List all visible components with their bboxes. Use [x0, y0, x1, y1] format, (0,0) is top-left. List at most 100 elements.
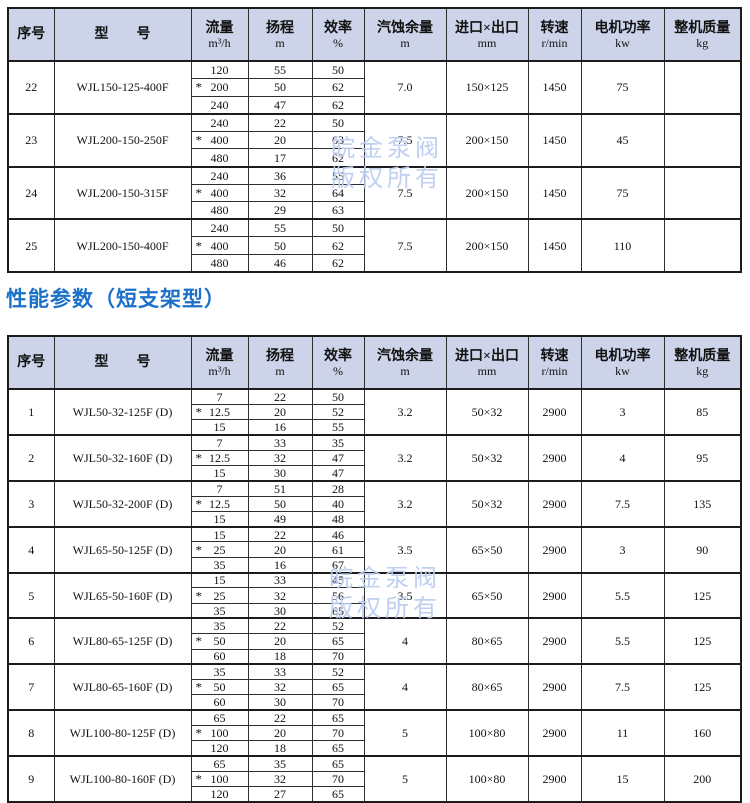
cell-flow: 15: [190, 571, 249, 589]
pump-row-sub: 25 WJL200-150-400F 240 55 50 7.5 200×150 1450 11…: [7, 218, 742, 273]
header-row: 序号型 号流量 m³/h 扬程 m 效率% 汽蚀余量 m 进口×出口 mm 转速 r/min 电机功率…: [7, 7, 742, 62]
pump-row-sub: 60 18 70: [8, 648, 741, 665]
cell-row-no: 24: [7, 165, 55, 220]
cell-eff: 47: [311, 464, 365, 482]
cell-eff: 55: [311, 419, 365, 436]
flow-value: 15: [213, 511, 226, 526]
pump-row-sub: 120 18 65: [8, 740, 741, 757]
col-label: 进口×出口: [455, 348, 519, 364]
flow-value: 60: [213, 695, 226, 710]
cell-eff: 70: [311, 648, 365, 665]
cell-speed: 1450: [527, 112, 582, 168]
cell-flow: * 12.5: [190, 403, 249, 421]
cell-power: 11: [580, 709, 665, 757]
flow-value: 15: [213, 419, 226, 434]
cell-head: 32: [247, 770, 313, 788]
cell-row-no: 2: [7, 433, 55, 482]
cell-head: 35: [247, 755, 313, 772]
cell-eff: 50: [311, 60, 365, 80]
pump-row-sub: 6 WJL80-65-125F (D) 35 22 52 4 80×65 2900 5.5 125: [7, 617, 742, 665]
flow-value: 12.5: [209, 450, 230, 465]
col-unit: m: [275, 363, 285, 378]
cell-row-no: 22: [7, 60, 55, 115]
cell-power: 75: [580, 60, 665, 115]
flow-value: 15: [213, 527, 226, 542]
cell-model: WJL100-80-125F (D): [53, 709, 192, 757]
flow-value: 240: [210, 221, 229, 236]
cell-row-no: 23: [7, 112, 55, 168]
cell-npsh: 7.5: [363, 218, 447, 273]
cell-flow: * 50: [190, 679, 249, 696]
table-body: 22 WJL150-125-400F 120 55 50 7.0 150×125 1450 75…: [7, 60, 742, 273]
cell-eff: 50: [311, 112, 365, 132]
cell-flow: 60: [190, 648, 249, 665]
col-label: 电机功率: [594, 348, 651, 364]
cell-weight: 90: [663, 525, 742, 574]
cell-eff: 63: [311, 201, 365, 220]
cell-eff: 62: [311, 236, 365, 256]
col-unit: %: [333, 363, 343, 378]
flow-value: 200: [210, 80, 229, 95]
cell-speed: 2900: [527, 479, 582, 528]
flow-value: 65: [213, 757, 226, 772]
cell-head: 30: [247, 694, 313, 711]
cell-speed: 1450: [527, 218, 582, 273]
rated-point-asterisk: *: [195, 633, 203, 649]
cell-flow: * 12.5: [190, 495, 249, 512]
cell-row-no: 9: [7, 755, 55, 803]
col-header-npsh: 汽蚀余量 m: [363, 335, 447, 390]
cell-npsh: 3.2: [363, 388, 447, 436]
cell-row-no: 1: [7, 388, 55, 436]
cell-eff: 52: [311, 663, 365, 681]
col-label: 流量: [205, 20, 234, 36]
cell-flow: 15: [190, 419, 249, 436]
cell-ports: 100×80: [445, 709, 529, 757]
cell-flow: 7: [190, 479, 249, 497]
col-header-speed: 转速 r/min: [527, 7, 582, 62]
rated-point-asterisk: *: [195, 404, 203, 420]
cell-power: 5.5: [580, 617, 665, 665]
cell-row-no: 3: [7, 479, 55, 528]
flow-value: 480: [210, 150, 229, 165]
cell-flow: * 400: [190, 236, 249, 256]
pump-row-sub: 1 WJL50-32-125F (D) 7 22 50 3.2 50×32 2900 3 85: [7, 387, 742, 436]
col-header-no: 序号: [7, 335, 55, 390]
cell-eff: 50: [311, 218, 365, 238]
flow-value: 15: [213, 573, 226, 588]
col-unit: m: [400, 363, 410, 378]
cell-weight: 160: [663, 709, 742, 757]
col-unit: mm: [477, 35, 497, 50]
cell-weight: 125: [663, 571, 742, 619]
cell-ports: 65×50: [445, 571, 529, 619]
flow-value: 25: [213, 542, 226, 557]
cell-eff: 62: [311, 95, 365, 115]
cell-speed: 1450: [527, 165, 582, 220]
cell-eff: 50: [311, 387, 365, 405]
cell-eff: 47: [311, 449, 365, 466]
pump-row-sub: 7 WJL80-65-160F (D) 35 33 52 4 80×65 2900 7.5 125: [7, 663, 742, 711]
cell-power: 110: [580, 218, 665, 273]
col-header-power: 电机功率 kw: [580, 7, 665, 62]
col-unit: r/min: [541, 363, 568, 378]
cell-head: 20: [247, 725, 313, 742]
cell-eff: 45: [311, 571, 365, 589]
cell-eff: 61: [311, 541, 365, 558]
flow-value: 480: [210, 256, 229, 271]
col-label: 扬程: [266, 348, 294, 364]
cell-flow: 7: [190, 387, 249, 405]
cell-power: 75: [580, 165, 665, 220]
col-label: 效率: [324, 348, 352, 364]
cell-power: 5.5: [580, 571, 665, 619]
cell-head: 17: [247, 148, 313, 168]
cell-eff: 65: [311, 602, 365, 619]
col-label: 型 号: [94, 355, 151, 370]
pump-row-sub: 4 WJL65-50-125F (D) 15 22 46 3.5 65×50 2900 3 90: [7, 525, 742, 574]
cell-eff: 48: [311, 510, 365, 528]
col-header-npsh: 汽蚀余量 m: [363, 7, 447, 62]
cell-eff: 52: [311, 617, 365, 635]
pump-row-sub: 120 27 65: [8, 786, 741, 803]
cell-head: 27: [247, 786, 313, 803]
pump-row-sub: 480 17 62: [8, 148, 741, 168]
cell-model: WJL50-32-125F (D): [53, 388, 192, 436]
flow-value: 7: [216, 435, 223, 450]
